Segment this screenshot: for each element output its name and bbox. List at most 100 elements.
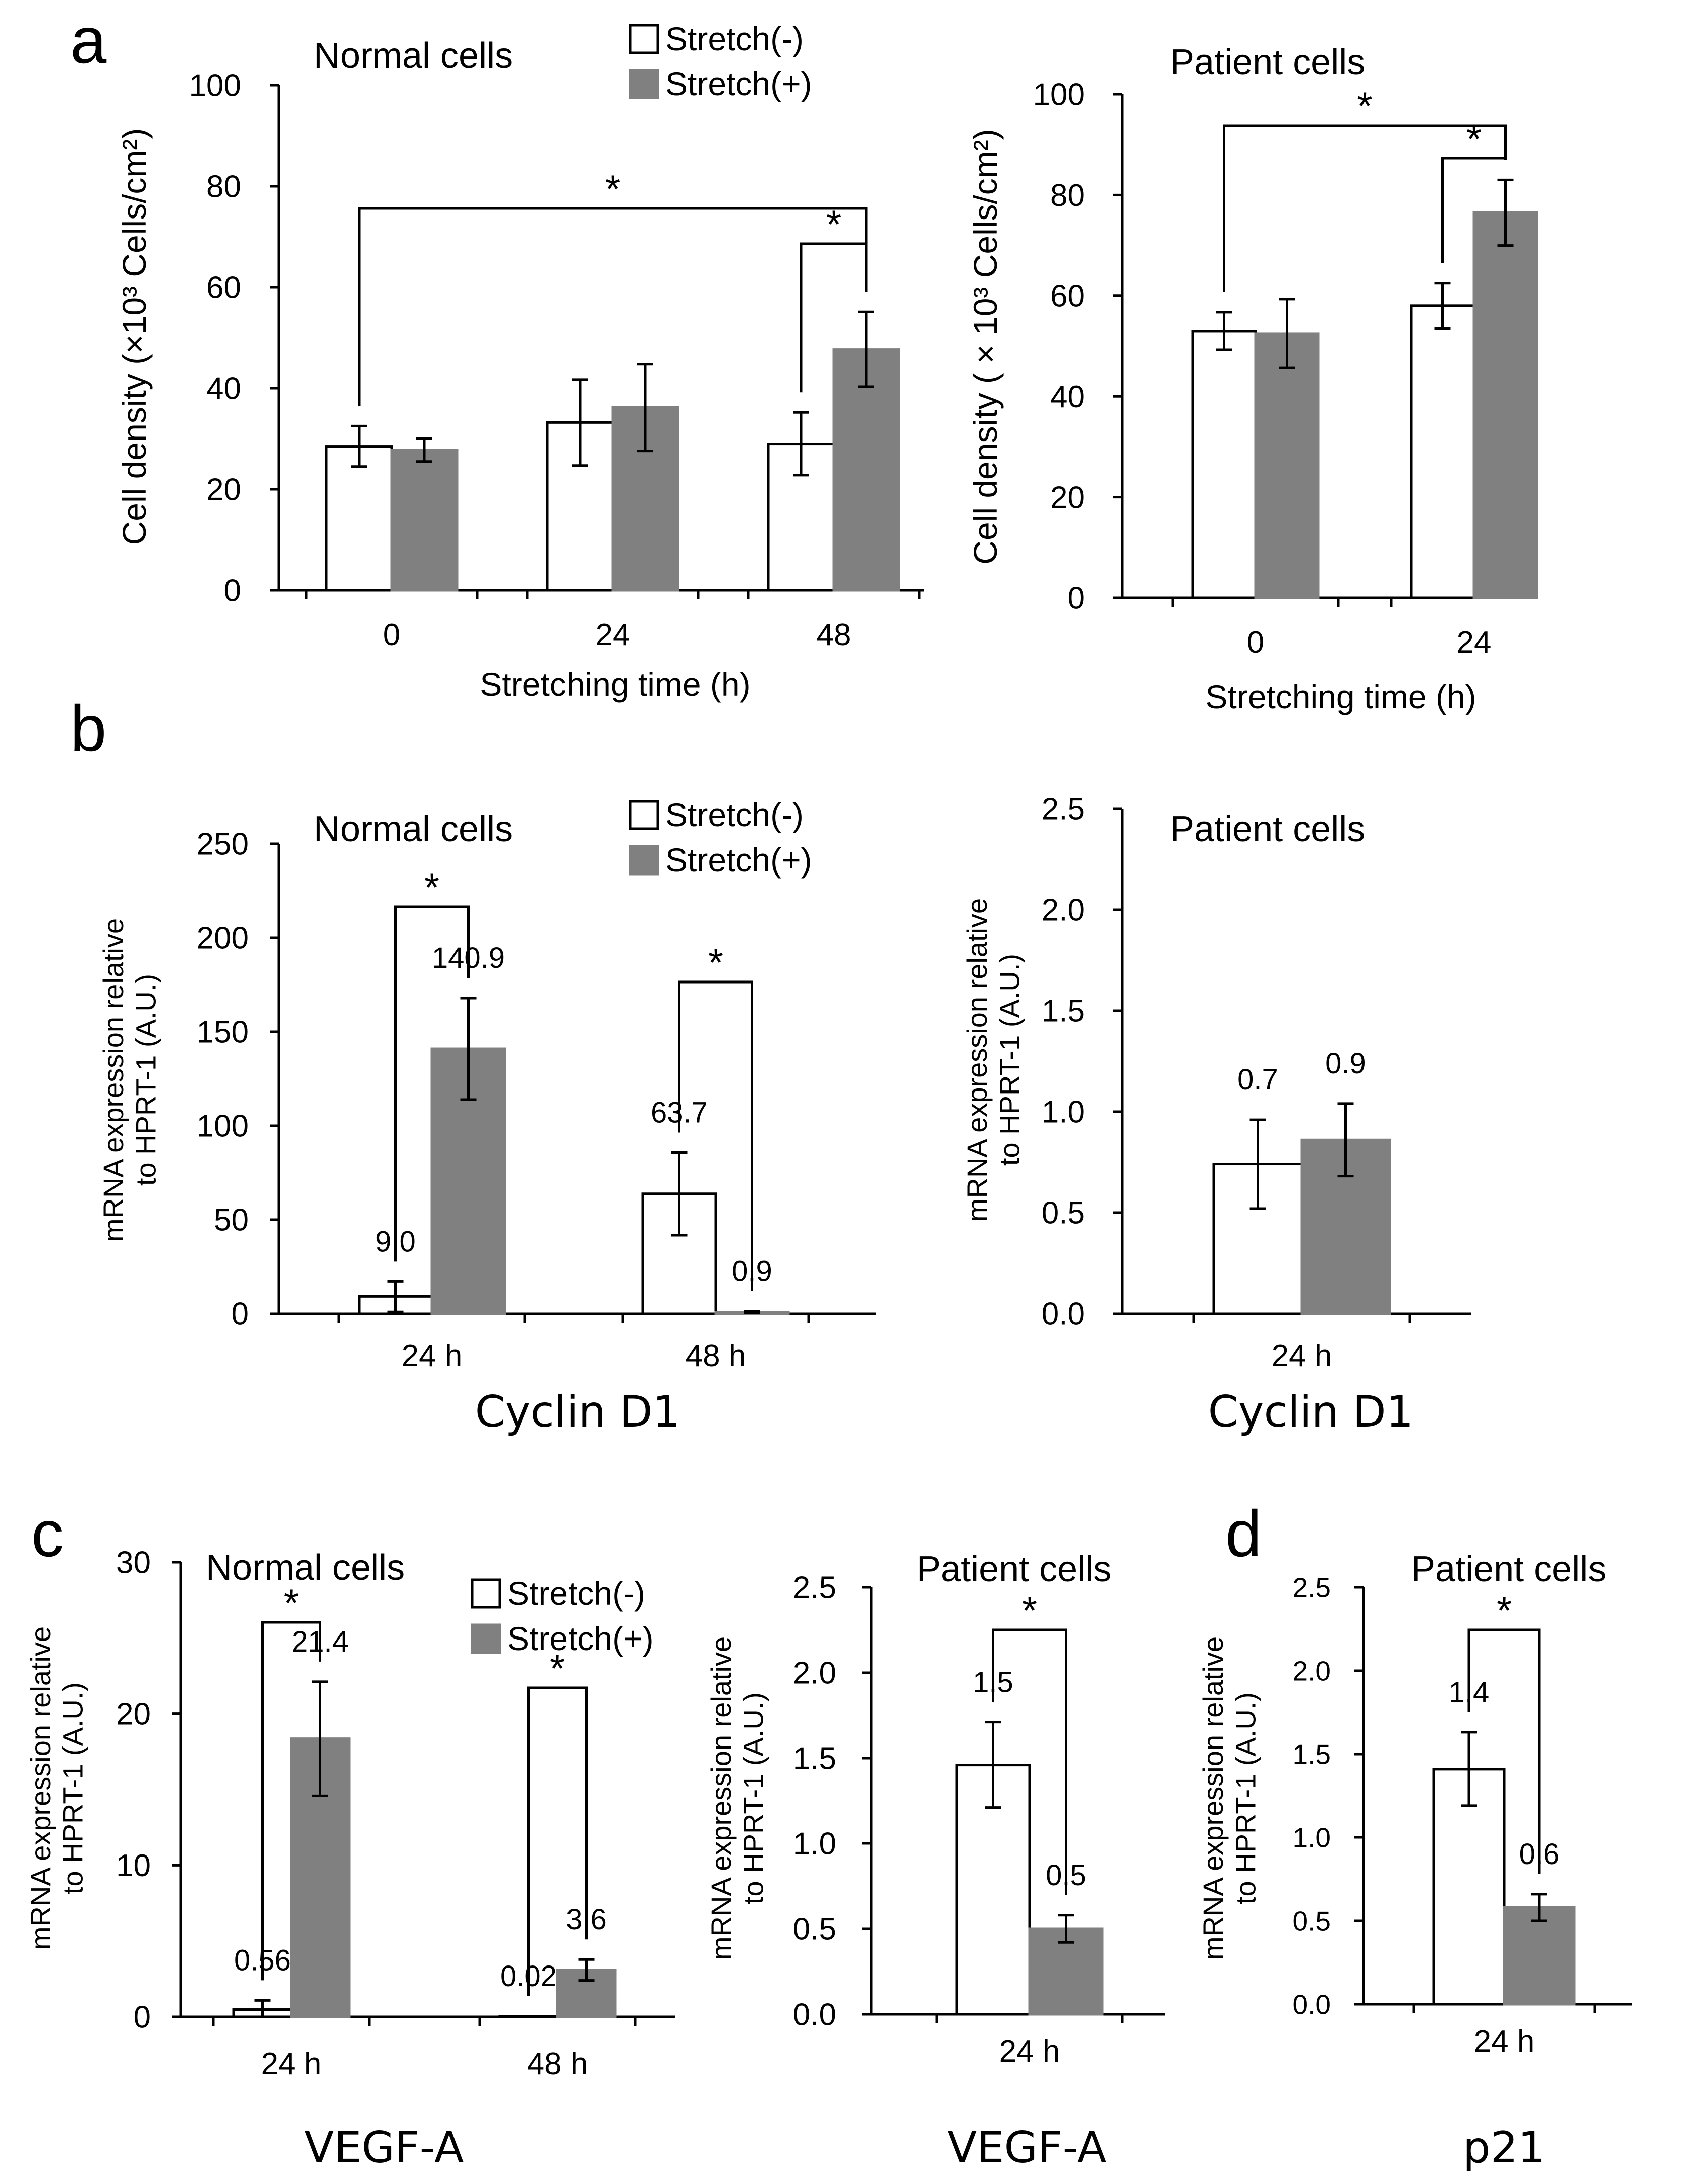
category-label: 48 h xyxy=(686,1339,746,1373)
significance-star: * xyxy=(1022,1588,1037,1632)
error-bar xyxy=(387,1280,404,1313)
category-label: 24 h xyxy=(999,2034,1060,2069)
error-bar xyxy=(351,424,367,468)
chart-title: Normal cells xyxy=(314,36,513,76)
significance-bracket xyxy=(394,905,470,1262)
y-tick-label: 40 xyxy=(1050,380,1085,414)
error-bar xyxy=(985,1721,1001,1809)
error-bar xyxy=(520,2015,537,2018)
category-label: 24 h xyxy=(1272,1339,1332,1373)
chart-b-patient: 0.0 0.5 1.0 1.5 2.0 2.5 0.7 0.9 24 h Patient cell… xyxy=(961,792,1471,1437)
x-axis-label: Cyclin D1 xyxy=(1208,1387,1414,1437)
x-axis-label: p21 xyxy=(1463,2123,1545,2173)
y-tick-label: 100 xyxy=(1033,78,1085,113)
x-axis-label: Stretching time (h) xyxy=(1205,678,1476,715)
bar-stretch-minus-48 xyxy=(767,443,835,592)
bar-stretch-plus-24 xyxy=(1472,211,1538,599)
significance-star: * xyxy=(550,1646,565,1690)
y-tick-label: 80 xyxy=(206,170,241,204)
error-bar xyxy=(1249,1118,1266,1210)
legend-label-plus: Stretch(+) xyxy=(507,1620,654,1657)
y-tick-label: 2.5 xyxy=(1293,1572,1331,1603)
panel-letter-a: a xyxy=(70,4,107,77)
y-tick-label: 20 xyxy=(1050,480,1085,515)
error-bar xyxy=(793,411,809,477)
chart-title: Normal cells xyxy=(206,1548,405,1588)
legend-label-minus: Stretch(-) xyxy=(665,796,804,833)
legend-swatch-minus xyxy=(629,24,659,54)
error-bar xyxy=(1461,1731,1477,1807)
significance-bracket xyxy=(800,242,868,393)
y-tick-label: 0.0 xyxy=(1042,1297,1085,1332)
category-label: 0 xyxy=(383,618,400,652)
bar-stretch-plus-0 xyxy=(1254,332,1320,599)
y-axis-label: mRNA expression relativeto HPRT-1 (A.U.) xyxy=(97,918,161,1242)
legend-label-plus: Stretch(+) xyxy=(665,65,812,102)
category-label: 24 h xyxy=(261,2047,322,2082)
y-tick-label: 40 xyxy=(206,372,241,406)
significance-star: * xyxy=(424,865,439,909)
y-tick-label: 1.0 xyxy=(793,1827,836,1862)
legend-swatch-plus xyxy=(471,1623,501,1654)
y-tick-label: 1.5 xyxy=(1042,994,1085,1029)
y-tick-label: 0.5 xyxy=(1042,1196,1085,1231)
error-bar xyxy=(416,436,432,463)
significance-bracket xyxy=(678,980,753,1291)
y-tick-label: 100 xyxy=(197,1109,249,1144)
legend: Stretch(-) Stretch(+) xyxy=(629,20,812,102)
y-tick-label: 200 xyxy=(197,921,249,956)
y-tick-label: 0 xyxy=(134,2000,151,2035)
x-axis-label: Stretching time (h) xyxy=(480,666,750,703)
value-label: 0.7 xyxy=(1237,1063,1278,1096)
y-tick-label: 1.0 xyxy=(1293,1822,1331,1853)
error-bar xyxy=(1497,178,1514,247)
legend-label-minus: Stretch(-) xyxy=(665,20,804,57)
legend: Stretch(-) Stretch(+) xyxy=(629,796,812,879)
y-tick-label: 0 xyxy=(224,574,241,608)
y-tick-label: 0 xyxy=(1068,581,1085,616)
y-tick-label: 2.0 xyxy=(1293,1655,1331,1686)
error-bar xyxy=(858,310,874,388)
significance-star: * xyxy=(1357,84,1372,128)
category-label: 48 xyxy=(817,618,851,652)
y-tick-label: 80 xyxy=(1050,178,1085,213)
y-tick-label: 2.0 xyxy=(1042,893,1085,928)
y-tick-label: 50 xyxy=(214,1203,249,1238)
x-axis-label: VEGF-A xyxy=(304,2123,464,2173)
category-label: 24 h xyxy=(402,1339,463,1373)
error-bar xyxy=(578,1958,595,1982)
error-bar xyxy=(744,1310,760,1314)
category-label: 24 xyxy=(1457,625,1492,660)
error-bar xyxy=(671,1151,688,1237)
significance-star: * xyxy=(1466,117,1482,161)
significance-star: * xyxy=(826,202,841,246)
error-bar xyxy=(1337,1102,1354,1178)
y-tick-label: 20 xyxy=(116,1697,151,1731)
significance-bracket xyxy=(1441,157,1507,263)
chart-title: Patient cells xyxy=(1170,42,1365,82)
y-tick-label: 0.0 xyxy=(793,1998,836,2032)
error-bar xyxy=(1531,1893,1547,1922)
y-axis-label: mRNA expression relativeto HPRT-1 (A.U.) xyxy=(961,898,1025,1222)
legend-swatch-plus xyxy=(629,845,659,876)
y-axis-label: mRNA expression relativeto HPRT-1 (A.U.) xyxy=(1197,1636,1261,1960)
y-tick-label: 0 xyxy=(232,1297,249,1332)
category-label: 24 xyxy=(596,618,630,652)
legend-swatch-minus xyxy=(629,800,659,830)
error-bar xyxy=(312,1680,328,1797)
y-tick-label: 30 xyxy=(116,1546,151,1580)
y-tick-label: 10 xyxy=(116,1848,151,1883)
significance-star: * xyxy=(708,940,723,985)
x-axis-label: Cyclin D1 xyxy=(475,1387,680,1437)
significance-star: * xyxy=(605,167,620,211)
y-axis-label: Cell density (×10³ Cells/cm²) xyxy=(116,128,153,545)
significance-bracket xyxy=(992,1628,1067,1895)
y-tick-label: 60 xyxy=(206,271,241,305)
significance-star: * xyxy=(1497,1588,1512,1632)
legend-swatch-minus xyxy=(471,1578,501,1609)
legend: Stretch(-) Stretch(+) xyxy=(471,1575,654,1657)
panel-letter-b: b xyxy=(70,692,106,765)
y-tick-label: 150 xyxy=(197,1015,249,1050)
category-label: 0 xyxy=(1247,625,1264,660)
